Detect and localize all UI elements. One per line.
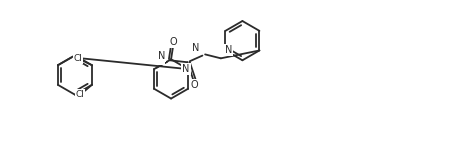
Text: H: H [158, 55, 164, 64]
Text: Cl: Cl [76, 90, 85, 99]
Text: O: O [169, 37, 177, 47]
Text: N: N [158, 51, 165, 61]
Text: O: O [191, 80, 198, 90]
Text: N: N [225, 45, 232, 55]
Text: N: N [182, 64, 190, 74]
Text: H: H [192, 46, 198, 55]
Text: N: N [192, 43, 200, 53]
Text: Cl: Cl [74, 54, 83, 63]
